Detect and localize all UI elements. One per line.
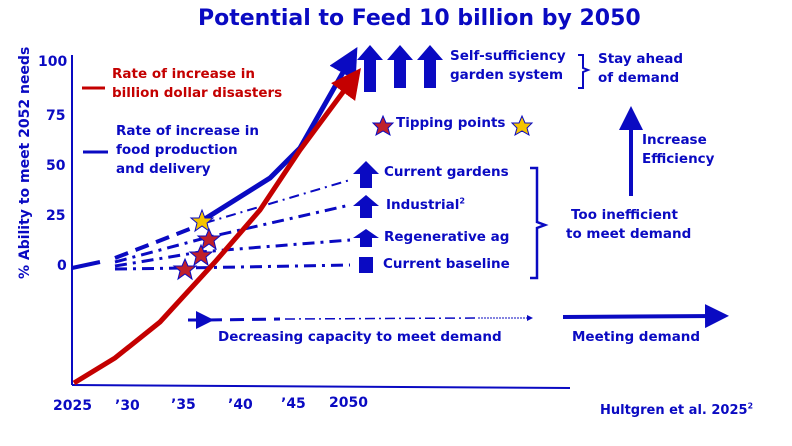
- x-tick-label: 2025: [53, 398, 92, 414]
- self-sufficiency-label-1: Self-sufficiency: [450, 48, 566, 64]
- legend-star-gold: [510, 114, 534, 137]
- tipping-star-gold: [189, 208, 215, 233]
- y-tick-label: 50: [46, 158, 66, 174]
- baseline-label: Current baseline: [383, 256, 510, 272]
- legend-blue-line3: and delivery: [116, 161, 211, 177]
- meeting-demand-arrow: [562, 304, 729, 329]
- brace-middle: [530, 166, 549, 280]
- x-tick-label: ’30: [115, 398, 140, 414]
- baseline-square-icon: [359, 257, 373, 273]
- x-tick-label: ’45: [281, 396, 306, 412]
- legend-star-red: [371, 114, 395, 137]
- x-tick-label: 2050: [329, 395, 368, 411]
- tipping-star-red: [188, 243, 214, 267]
- x-tick-label: ’35: [171, 397, 196, 413]
- citation-text: Hultgren et al. 2025: [600, 403, 748, 418]
- too-inefficient-label-1: Too inefficient: [571, 207, 678, 223]
- x-tick-label: ’40: [228, 397, 253, 413]
- self-sufficiency-arrows: [357, 45, 443, 92]
- disasters-line: [72, 67, 361, 386]
- y-tick-label: 0: [57, 258, 67, 274]
- page-title: Potential to Feed 10 billion by 2050: [198, 6, 641, 31]
- legend-blue-line2: food production: [116, 142, 238, 158]
- citation: Hultgren et al. 20252: [600, 401, 753, 419]
- industrial-text: Industrial: [386, 197, 460, 213]
- food-production-line: [198, 46, 358, 225]
- legend-blue-line1: Rate of increase in: [116, 123, 259, 139]
- decreasing-capacity-dashdot: [284, 317, 479, 320]
- meeting-demand-label: Meeting demand: [572, 329, 701, 345]
- x-axis: [71, 384, 571, 389]
- y-tick-label: 25: [46, 208, 66, 224]
- stay-ahead-label-2: of demand: [598, 70, 680, 86]
- stay-ahead-label-1: Stay ahead: [598, 51, 684, 67]
- regenerative-arrow-icon: [353, 229, 379, 247]
- brace-top: [578, 54, 591, 89]
- too-inefficient-label-2: to meet demand: [566, 226, 692, 242]
- tipping-star-red: [196, 227, 222, 251]
- current-gardens-arrow-icon: [353, 161, 379, 188]
- tipping-points-label: Tipping points: [396, 115, 506, 131]
- legend-red-line1: Rate of increase in: [112, 66, 255, 82]
- industrial-arrow-icon: [353, 195, 379, 218]
- decreasing-capacity-dash: [207, 317, 281, 322]
- self-sufficiency-label-2: garden system: [450, 67, 564, 83]
- industrial-superscript: 2: [459, 195, 466, 206]
- y-tick-label: 75: [46, 108, 66, 124]
- increase-label-2: Efficiency: [642, 151, 715, 167]
- current-gardens-label: Current gardens: [384, 164, 509, 180]
- decreasing-capacity-label: Decreasing capacity to meet demand: [218, 329, 502, 345]
- legend-red-line2: billion dollar disasters: [112, 85, 283, 101]
- y-tick-label: 100: [38, 54, 68, 70]
- increase-label-1: Increase: [642, 132, 707, 148]
- citation-superscript: 2: [747, 401, 753, 411]
- regenerative-label: Regenerative ag: [384, 229, 510, 245]
- y-axis-label: % Ability to meet 2052 needs: [16, 46, 33, 280]
- industrial-label: Industrial2: [386, 195, 466, 214]
- projection-lines: [71, 179, 351, 271]
- tipping-star-red: [172, 257, 198, 281]
